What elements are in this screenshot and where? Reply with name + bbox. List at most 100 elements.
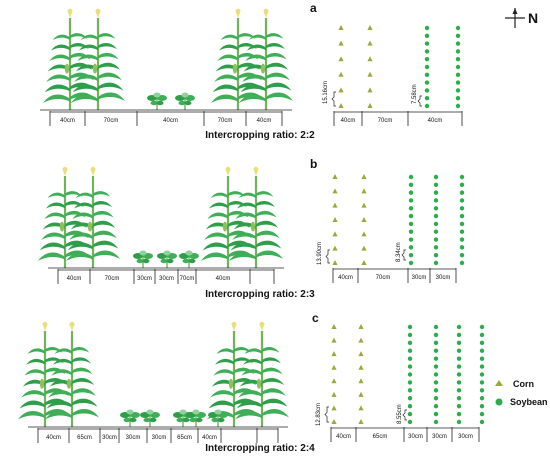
- corn-leaf: [45, 367, 66, 375]
- soy-spacing-label: 8.34cm: [396, 242, 402, 262]
- corn-marker: [361, 174, 367, 179]
- soybean-plant: [179, 250, 199, 268]
- corn-leaf: [74, 202, 93, 209]
- corn-leaf: [45, 346, 63, 353]
- corn-plant: [71, 8, 125, 110]
- soybean-marker: [433, 348, 439, 353]
- corn-leaf: [238, 192, 256, 199]
- corn-leaf: [98, 62, 121, 70]
- soybean-marker: [407, 411, 413, 417]
- corn-spacing-label: 15.16cm: [323, 81, 329, 104]
- corn-leaf: [242, 74, 266, 82]
- soybean-marker: [456, 356, 462, 361]
- corn-marker: [338, 87, 344, 93]
- soybean-marker: [456, 324, 462, 330]
- corn-leaf: [93, 201, 112, 208]
- corn-leaf: [262, 346, 280, 353]
- soybean-marker: [408, 198, 414, 203]
- soybean-marker: [479, 332, 485, 338]
- corn-leaf: [240, 84, 266, 93]
- corn-leaf: [49, 54, 70, 61]
- soy-leaf: [179, 409, 187, 415]
- corn-leaf: [262, 388, 286, 396]
- corn-leaf: [238, 43, 257, 50]
- soybean-marker: [479, 419, 485, 425]
- spacing-brace: [401, 249, 406, 261]
- corn-leaf: [234, 367, 255, 375]
- soybean-marker: [424, 103, 430, 109]
- panel-letter: a: [310, 1, 317, 15]
- corn-ear: [64, 63, 70, 74]
- soybean-marker: [456, 380, 462, 385]
- soy-leaf: [166, 258, 174, 264]
- panel-letter: c: [312, 311, 319, 325]
- corn-leaf: [239, 379, 262, 387]
- tassel: [253, 166, 259, 176]
- corn-leaf: [228, 201, 247, 208]
- corn-leaf: [71, 94, 98, 103]
- compass: N: [505, 8, 538, 28]
- soybean-marker: [407, 324, 413, 330]
- soy-spacing-label: 7.58cm: [412, 84, 418, 104]
- corn-leaf: [45, 357, 64, 364]
- corn-leaf: [262, 408, 289, 418]
- dimension-label: 30cm: [408, 434, 423, 440]
- soybean-legend-marker: [495, 398, 503, 406]
- corn-leaf: [210, 390, 234, 398]
- corn-leaf: [72, 377, 95, 386]
- corn-leaf: [21, 390, 45, 398]
- corn-leaf: [98, 43, 117, 50]
- corn-plant: [201, 166, 255, 268]
- soybean-marker: [455, 49, 461, 54]
- corn-marker: [332, 260, 338, 265]
- soybean-marker: [459, 237, 465, 242]
- corn-leaf: [79, 44, 98, 51]
- corn-leaf: [19, 400, 45, 409]
- corn-marker: [367, 87, 373, 93]
- corn-leaf: [41, 232, 65, 240]
- soy-leaf: [139, 250, 147, 256]
- plan-view: [324, 324, 485, 425]
- soybean-marker: [433, 237, 439, 242]
- corn-marker: [367, 103, 373, 108]
- corn-spacing-label: 12.83cm: [316, 403, 322, 426]
- soybean-marker: [408, 229, 414, 234]
- soybean-marker: [424, 49, 430, 54]
- corn-leaf: [65, 191, 83, 197]
- corn-leaf: [229, 252, 256, 261]
- tassel: [67, 8, 73, 18]
- corn-ear: [232, 63, 238, 74]
- soybean-marker: [407, 332, 413, 338]
- corn-leaf: [52, 34, 70, 41]
- corn-marker: [361, 202, 367, 208]
- soybean-marker: [407, 348, 413, 353]
- soybean-marker: [455, 41, 461, 46]
- corn-marker: [361, 260, 367, 265]
- corn-leaf: [234, 346, 252, 353]
- corn-leaf: [46, 202, 65, 209]
- corn-ear: [250, 221, 256, 232]
- soy-leaf: [156, 100, 164, 106]
- corn-leaf: [70, 222, 93, 230]
- corn-leaf: [48, 390, 72, 398]
- soy-leaf: [136, 258, 144, 264]
- corn-leaf: [66, 252, 93, 261]
- corn-leaf: [230, 242, 256, 251]
- dimension-label: 70cm: [105, 276, 120, 282]
- corn-leaf: [262, 357, 281, 364]
- corn-leaf: [215, 358, 234, 365]
- corn-leaf: [80, 34, 98, 41]
- side-view: [18, 321, 289, 428]
- corn-marker: [331, 324, 337, 329]
- dimension-label: 30cm: [137, 276, 152, 282]
- corn-leaf: [47, 64, 70, 72]
- dimension-label: 40cm: [60, 118, 75, 124]
- corn-plant: [229, 166, 283, 268]
- corn-leaf: [46, 74, 70, 82]
- corn-marker: [332, 188, 338, 194]
- corn-ear: [260, 63, 266, 74]
- corn-leaf: [72, 346, 90, 353]
- corn-leaf: [239, 94, 266, 103]
- corn-marker: [367, 40, 373, 46]
- corn-marker: [332, 174, 338, 179]
